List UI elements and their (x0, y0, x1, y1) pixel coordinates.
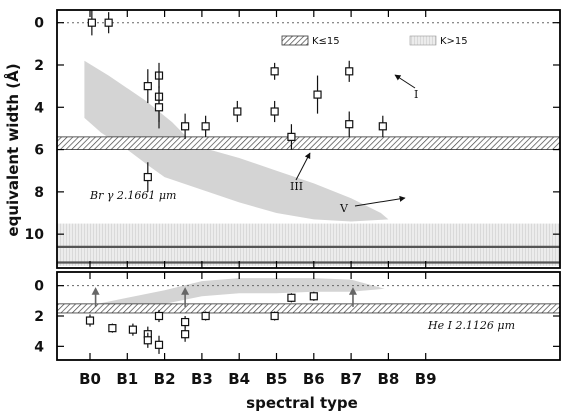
data-point (128, 325, 137, 334)
limit-arrows (91, 287, 357, 307)
legend: K≤15 K>15 (281, 35, 468, 47)
annotations: I III V (290, 74, 418, 215)
region-luminosity (90, 278, 385, 306)
x-tick-label: B9 (415, 370, 437, 388)
limit-arrow-head (348, 287, 357, 295)
data-point (154, 103, 164, 112)
y-tick-label: 8 (34, 185, 44, 201)
data-point (309, 292, 318, 301)
data-point (270, 107, 279, 116)
data-point (154, 340, 164, 349)
x-tick-label: B5 (266, 370, 288, 388)
plot-frame (56, 9, 561, 269)
panel-hei: 0 2 4 He I 2.1126 μm (34, 271, 561, 361)
band-k-le-15 (57, 303, 560, 314)
x-tick-label: B6 (303, 370, 325, 388)
data-point (108, 324, 117, 333)
data-point (181, 122, 190, 131)
x-tick-labels: B0 B1 B2 B3 B4 B5 B6 B7 B8 B9 (79, 10, 437, 388)
annotation-arrow-V (354, 195, 406, 207)
annotation-arrow-I (394, 74, 416, 89)
data-point (201, 311, 210, 321)
panel-label-hei: He I 2.1126 μm (427, 319, 515, 332)
data-point (143, 336, 152, 345)
y-tick-label: 6 (34, 143, 44, 159)
data-point (378, 122, 387, 131)
x-tick-label: B3 (191, 370, 213, 388)
data-point (345, 120, 354, 129)
x-axis-title: spectral type (246, 394, 358, 412)
x-tick-label: B8 (377, 370, 399, 388)
data-point (270, 67, 279, 76)
data-point (270, 311, 279, 321)
data-point (181, 317, 190, 327)
x-tick-label: B1 (116, 370, 138, 388)
panel-label-brgamma: Br γ 2.1661 μm (89, 189, 176, 202)
y-ticks: 0 2 4 6 8 10 (25, 16, 560, 243)
limit-arrow-head (181, 287, 190, 295)
y-tick-label: 4 (34, 339, 44, 355)
data-point (87, 18, 96, 27)
limit-arrow-head (91, 287, 100, 295)
y-tick-label: 4 (34, 100, 44, 116)
data-point (85, 316, 95, 325)
data-point (345, 67, 354, 76)
annotation-I: I (414, 88, 418, 101)
y-ticks: 0 2 4 (34, 279, 560, 355)
x-tick-label: B7 (340, 370, 362, 388)
legend-label-k-le-15: K≤15 (312, 36, 340, 47)
data-point (154, 311, 164, 321)
data-point (104, 18, 113, 27)
legend-label-k-gt-15: K>15 (440, 36, 468, 47)
band-k-le-15 (57, 136, 560, 150)
data-point (181, 330, 190, 339)
x-tick-label: B4 (228, 370, 250, 388)
annotation-III: III (290, 180, 303, 193)
data-points (87, 10, 387, 192)
data-point (201, 122, 210, 131)
data-points (85, 291, 318, 354)
band-k-gt-15 (57, 223, 560, 266)
legend-swatch-hatched (281, 35, 309, 46)
y-axis-title: equivalent width (Å) (3, 63, 22, 236)
y-tick-label: 10 (25, 227, 45, 243)
legend-swatch-gray (409, 35, 437, 46)
data-point (313, 90, 322, 99)
data-point (287, 132, 296, 141)
y-tick-label: 0 (34, 16, 44, 32)
annotation-V: V (339, 202, 349, 215)
panel-brgamma: 0 2 4 6 8 10 K≤15 K>15 I III V Br γ 2.1661 μm (25, 9, 561, 269)
data-point (143, 172, 152, 182)
annotation-arrow-III (295, 152, 311, 181)
data-point (233, 107, 242, 116)
x-tick-label: B2 (154, 370, 176, 388)
y-tick-label: 2 (34, 309, 44, 325)
data-point (143, 82, 152, 91)
data-point (287, 293, 296, 302)
x-tick-label: B0 (79, 370, 101, 388)
y-tick-label: 2 (34, 58, 44, 74)
y-tick-label: 0 (34, 279, 44, 295)
